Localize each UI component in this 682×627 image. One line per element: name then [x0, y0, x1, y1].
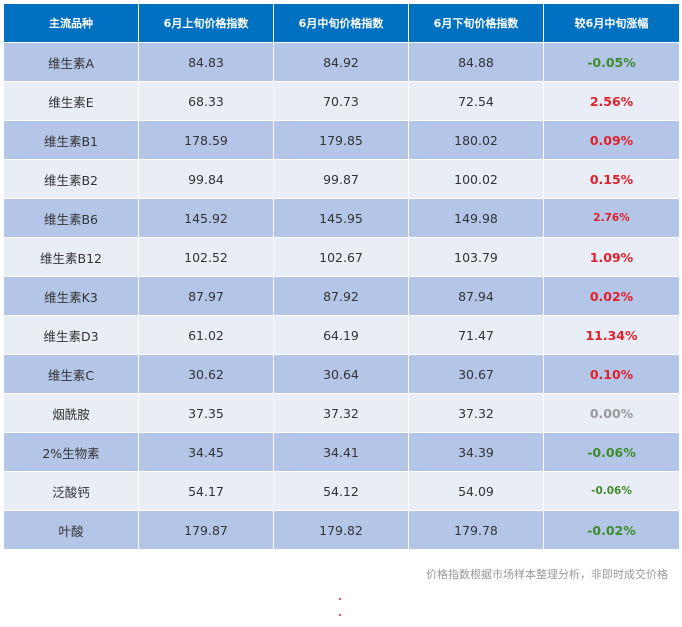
- change-cell: -0.05%: [543, 42, 680, 82]
- mid-index-cell: 102.67: [273, 237, 409, 277]
- late-index-cell: 180.02: [408, 120, 544, 160]
- early-index-cell: 178.59: [138, 120, 274, 160]
- early-index-cell: 179.87: [138, 510, 274, 550]
- mid-index-cell: 179.82: [273, 510, 409, 550]
- late-index-cell: 100.02: [408, 159, 544, 199]
- vitamin-price-index-table: 主流品种 6月上旬价格指数 6月中旬价格指数 6月下旬价格指数 较6月中旬涨幅 …: [3, 3, 680, 550]
- variety-cell: 维生素B1: [3, 120, 139, 160]
- table-row: 2%生物素 34.45 34.41 34.39 -0.06%: [3, 432, 680, 472]
- variety-cell: 维生素A: [3, 42, 139, 82]
- change-cell: -0.06%: [543, 471, 680, 511]
- table-row: 叶酸 179.87 179.82 179.78 -0.02%: [3, 510, 680, 550]
- header-early-june-index: 6月上旬价格指数: [138, 3, 274, 43]
- change-cell: 0.02%: [543, 276, 680, 316]
- late-index-cell: 179.78: [408, 510, 544, 550]
- header-change-vs-mid-june: 较6月中旬涨幅: [543, 3, 680, 43]
- table-row: 烟酰胺 37.35 37.32 37.32 0.00%: [3, 393, 680, 433]
- decorative-dot: [339, 598, 341, 600]
- change-cell: -0.06%: [543, 432, 680, 472]
- early-index-cell: 30.62: [138, 354, 274, 394]
- late-index-cell: 84.88: [408, 42, 544, 82]
- change-cell: 11.34%: [543, 315, 680, 355]
- change-cell: 0.10%: [543, 354, 680, 394]
- header-mid-june-index: 6月中旬价格指数: [273, 3, 409, 43]
- table-row: 维生素B2 99.84 99.87 100.02 0.15%: [3, 159, 680, 199]
- early-index-cell: 84.83: [138, 42, 274, 82]
- table-row: 维生素E 68.33 70.73 72.54 2.56%: [3, 81, 680, 121]
- late-index-cell: 37.32: [408, 393, 544, 433]
- change-cell: 0.00%: [543, 393, 680, 433]
- variety-cell: 维生素C: [3, 354, 139, 394]
- early-index-cell: 34.45: [138, 432, 274, 472]
- change-cell: 1.09%: [543, 237, 680, 277]
- mid-index-cell: 30.64: [273, 354, 409, 394]
- decorative-dot: [339, 614, 341, 616]
- late-index-cell: 87.94: [408, 276, 544, 316]
- variety-cell: 叶酸: [3, 510, 139, 550]
- table-row: 泛酸钙 54.17 54.12 54.09 -0.06%: [3, 471, 680, 511]
- table-row: 维生素C 30.62 30.64 30.67 0.10%: [3, 354, 680, 394]
- mid-index-cell: 54.12: [273, 471, 409, 511]
- change-cell: 0.15%: [543, 159, 680, 199]
- late-index-cell: 34.39: [408, 432, 544, 472]
- late-index-cell: 30.67: [408, 354, 544, 394]
- variety-cell: 维生素D3: [3, 315, 139, 355]
- late-index-cell: 149.98: [408, 198, 544, 238]
- late-index-cell: 72.54: [408, 81, 544, 121]
- variety-cell: 维生素K3: [3, 276, 139, 316]
- mid-index-cell: 64.19: [273, 315, 409, 355]
- mid-index-cell: 145.95: [273, 198, 409, 238]
- change-cell: 0.09%: [543, 120, 680, 160]
- early-index-cell: 54.17: [138, 471, 274, 511]
- header-variety: 主流品种: [3, 3, 139, 43]
- mid-index-cell: 84.92: [273, 42, 409, 82]
- table-row: 维生素B12 102.52 102.67 103.79 1.09%: [3, 237, 680, 277]
- early-index-cell: 87.97: [138, 276, 274, 316]
- change-cell: 2.56%: [543, 81, 680, 121]
- variety-cell: 维生素E: [3, 81, 139, 121]
- table-row: 维生素B1 178.59 179.85 180.02 0.09%: [3, 120, 680, 160]
- late-index-cell: 54.09: [408, 471, 544, 511]
- table-row: 维生素B6 145.92 145.95 149.98 2.76%: [3, 198, 680, 238]
- early-index-cell: 99.84: [138, 159, 274, 199]
- change-cell: 2.76%: [543, 198, 680, 238]
- late-index-cell: 71.47: [408, 315, 544, 355]
- variety-cell: 烟酰胺: [3, 393, 139, 433]
- table-row: 维生素K3 87.97 87.92 87.94 0.02%: [3, 276, 680, 316]
- change-cell: -0.02%: [543, 510, 680, 550]
- mid-index-cell: 37.32: [273, 393, 409, 433]
- header-late-june-index: 6月下旬价格指数: [408, 3, 544, 43]
- variety-cell: 2%生物素: [3, 432, 139, 472]
- mid-index-cell: 87.92: [273, 276, 409, 316]
- mid-index-cell: 70.73: [273, 81, 409, 121]
- footnote: 价格指数根据市场样本整理分析，非即时成交价格: [426, 568, 668, 581]
- table-header-row: 主流品种 6月上旬价格指数 6月中旬价格指数 6月下旬价格指数 较6月中旬涨幅: [3, 3, 680, 43]
- table-row: 维生素A 84.83 84.92 84.88 -0.05%: [3, 42, 680, 82]
- early-index-cell: 102.52: [138, 237, 274, 277]
- variety-cell: 维生素B6: [3, 198, 139, 238]
- late-index-cell: 103.79: [408, 237, 544, 277]
- mid-index-cell: 99.87: [273, 159, 409, 199]
- table-row: 维生素D3 61.02 64.19 71.47 11.34%: [3, 315, 680, 355]
- early-index-cell: 68.33: [138, 81, 274, 121]
- table-body: 维生素A 84.83 84.92 84.88 -0.05% 维生素E 68.33…: [3, 42, 680, 550]
- mid-index-cell: 179.85: [273, 120, 409, 160]
- early-index-cell: 145.92: [138, 198, 274, 238]
- early-index-cell: 37.35: [138, 393, 274, 433]
- mid-index-cell: 34.41: [273, 432, 409, 472]
- variety-cell: 维生素B2: [3, 159, 139, 199]
- variety-cell: 泛酸钙: [3, 471, 139, 511]
- variety-cell: 维生素B12: [3, 237, 139, 277]
- early-index-cell: 61.02: [138, 315, 274, 355]
